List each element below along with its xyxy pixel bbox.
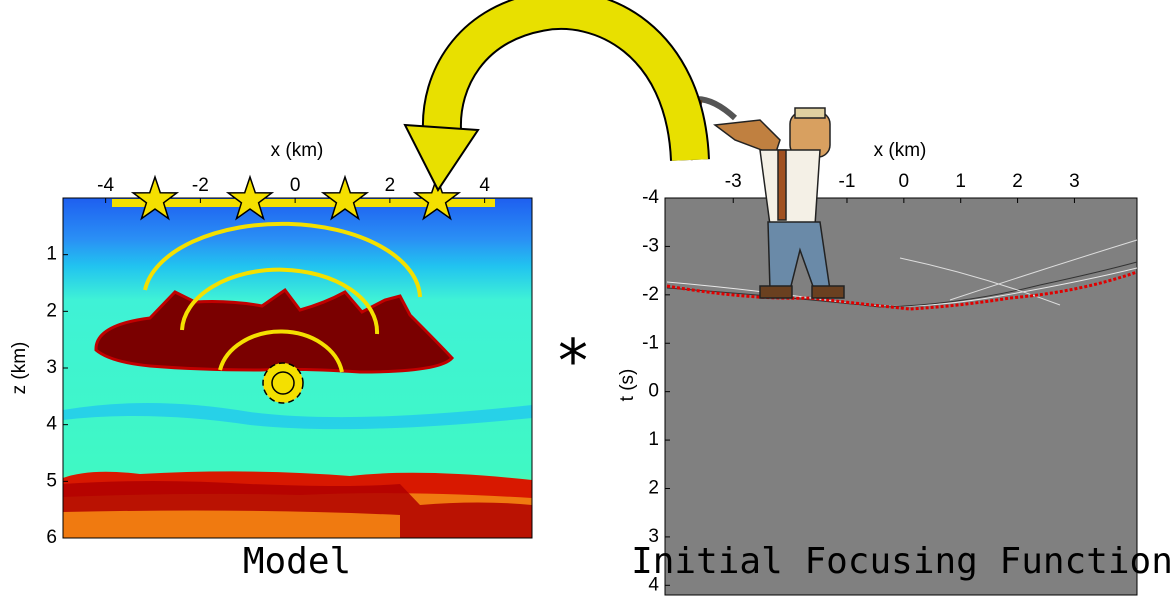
- x-tick-label: 3: [1069, 171, 1080, 192]
- y-tick-label: -3: [642, 235, 659, 256]
- y-tick-label: 2: [648, 478, 659, 499]
- y-tick-label: -4: [642, 187, 659, 208]
- y-tick-label: 4: [648, 574, 659, 595]
- source: [262, 362, 304, 404]
- x-tick-label: 0: [899, 171, 910, 192]
- x-tick-label: 4: [479, 175, 490, 196]
- x-axis-label: x (km): [271, 140, 324, 161]
- caption: Initial Focusing Function: [631, 541, 1173, 582]
- y-tick-label: 1: [648, 429, 659, 450]
- y-tick-label: -2: [642, 284, 659, 305]
- wavefronts: [143, 221, 422, 373]
- caption: Model: [243, 541, 351, 582]
- x-tick-label: 2: [385, 175, 396, 196]
- x-tick-label: -2: [192, 175, 209, 196]
- star: [320, 174, 370, 221]
- operator: *: [558, 327, 588, 397]
- star: [130, 174, 180, 221]
- x-axis-label: x (km): [874, 140, 927, 161]
- y-axis-label: t (s): [617, 369, 638, 402]
- y-tick-label: 3: [46, 357, 57, 378]
- x-tick-label: -3: [725, 171, 742, 192]
- x-tick-label: 0: [290, 175, 301, 196]
- receiver-stars: [130, 174, 462, 221]
- x-tick-label: -1: [839, 171, 856, 192]
- y-tick-label: 1: [46, 244, 57, 265]
- star: [225, 174, 275, 221]
- y-tick-label: 0: [648, 381, 659, 402]
- x-tick-label: 2: [1012, 171, 1023, 192]
- arrow: [403, 0, 710, 192]
- y-tick-label: 6: [46, 527, 57, 548]
- x-tick-label: -4: [97, 175, 114, 196]
- star: [412, 174, 462, 221]
- y-tick-label: 3: [648, 526, 659, 547]
- miner: [687, 96, 845, 299]
- y-axis-label: z (km): [9, 342, 30, 395]
- y-tick-label: -1: [642, 332, 659, 353]
- y-tick-label: 2: [46, 300, 57, 321]
- focusing-image: [664, 197, 1138, 596]
- x-tick-label: 1: [955, 171, 966, 192]
- y-tick-label: 4: [46, 414, 57, 435]
- y-tick-label: 5: [46, 470, 57, 491]
- model-image: [63, 198, 532, 538]
